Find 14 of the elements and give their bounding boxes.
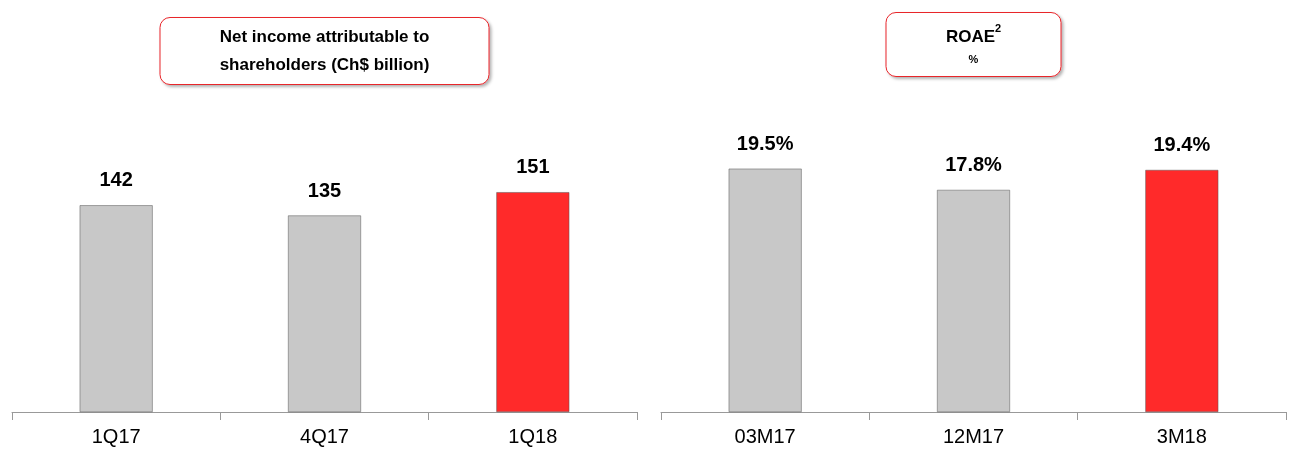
- data-label: 135: [307, 178, 342, 201]
- chart-subtitle: %: [968, 53, 979, 65]
- data-label: 151: [516, 155, 550, 178]
- x-tick-label: 03M17: [734, 425, 796, 447]
- data-label: 19.4%: [1153, 132, 1211, 155]
- x-tick-label: 12M17: [942, 425, 1005, 447]
- x-tick-label: 1Q18: [508, 425, 558, 447]
- data-label: 19.5%: [736, 131, 794, 154]
- x-tick-label: 4Q17: [300, 425, 349, 447]
- data-label: 17.8%: [945, 152, 1003, 175]
- chart-title: Net income attributable to shareholders (Ch$ billion): [219, 26, 430, 74]
- x-tick-label: 1Q17: [91, 425, 141, 447]
- x-tick-label: 3M18: [1156, 425, 1207, 447]
- data-label: 142: [99, 168, 133, 191]
